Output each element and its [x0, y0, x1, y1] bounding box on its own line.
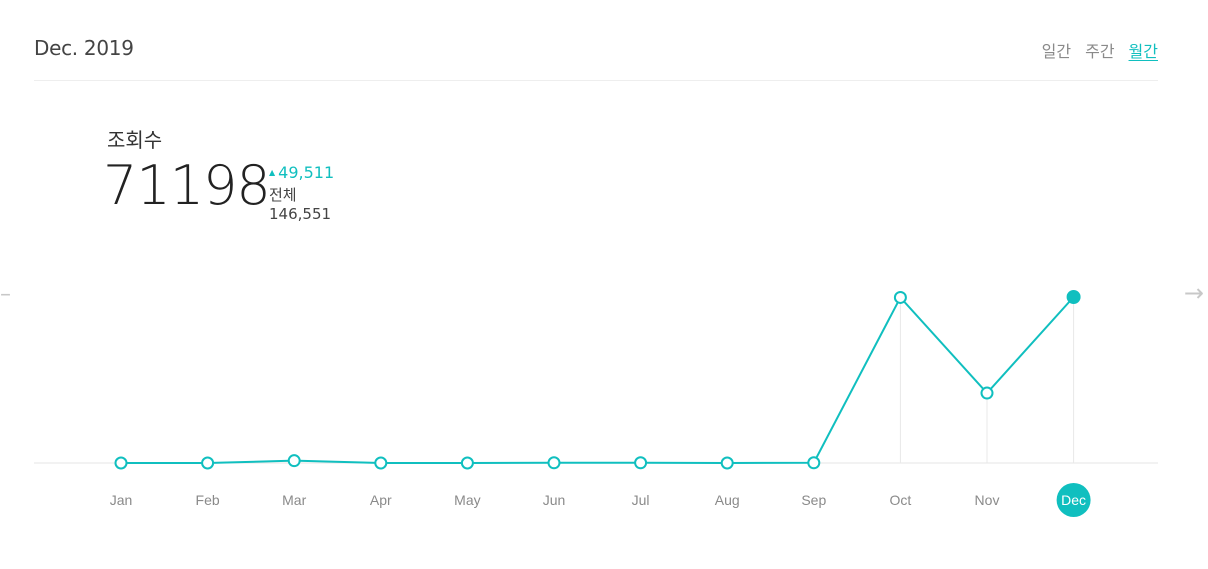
series-line [121, 295, 1075, 465]
data-point[interactable] [287, 454, 301, 468]
arrow-right-icon[interactable]: → [1183, 279, 1204, 307]
views-summary: 조회수 71198 ▲ 49,511 전체 146,551 [103, 124, 334, 224]
x-tick-label[interactable]: Jun [543, 492, 566, 508]
tab-weekly[interactable]: 주간 [1085, 42, 1115, 61]
x-tick-label[interactable]: Apr [370, 492, 392, 508]
data-point[interactable] [114, 456, 128, 470]
views-value: 71198 [103, 154, 271, 217]
views-side: ▲ 49,511 전체 146,551 [269, 163, 334, 223]
data-point[interactable] [1066, 290, 1081, 304]
views-change: ▲ 49,511 [269, 163, 334, 182]
x-tick-label[interactable]: Dec [1061, 492, 1086, 508]
views-total: 전체 146,551 [269, 186, 332, 223]
views-row: 71198 ▲ 49,511 전체 146,551 [103, 153, 334, 224]
period-title: Dec. 2019 [34, 36, 134, 60]
x-tick-label[interactable]: Mar [282, 492, 306, 508]
period-tabs: 일간 주간 월간 [1042, 38, 1158, 62]
views-change-value: 49,511 [278, 163, 335, 182]
header: Dec. 2019 일간 주간 월간 [34, 0, 1158, 81]
data-point[interactable] [460, 456, 474, 470]
data-point[interactable] [720, 456, 734, 470]
x-tick-label[interactable]: Sep [801, 492, 826, 508]
x-tick-label[interactable]: May [454, 492, 480, 508]
x-tick-label[interactable]: Jul [632, 492, 650, 508]
data-point[interactable] [201, 456, 215, 470]
tab-monthly[interactable]: 월간 [1128, 42, 1158, 61]
x-tick-label[interactable]: Aug [715, 492, 740, 508]
data-point[interactable] [807, 456, 821, 470]
dash-icon[interactable]: – [0, 282, 11, 307]
data-point[interactable] [547, 456, 561, 470]
selected-month-badge [1056, 483, 1091, 517]
x-tick-label[interactable]: Feb [196, 492, 220, 508]
up-triangle-icon: ▲ [269, 168, 276, 177]
views-label: 조회수 [107, 128, 163, 152]
x-tick-label[interactable]: Jan [110, 492, 133, 508]
data-point[interactable] [980, 386, 994, 400]
x-tick-label[interactable]: Nov [975, 492, 1000, 508]
data-point[interactable] [893, 290, 907, 304]
tab-daily[interactable]: 일간 [1041, 42, 1072, 61]
x-tick-label[interactable]: Oct [890, 492, 912, 508]
data-point[interactable] [634, 456, 648, 470]
data-point[interactable] [374, 456, 388, 470]
